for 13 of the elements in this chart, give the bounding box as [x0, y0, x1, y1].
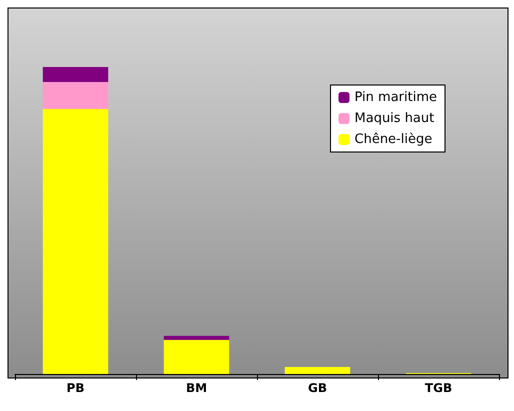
x-tick-label: TGB	[424, 381, 452, 395]
bar	[42, 82, 108, 110]
x-tick-label: PB	[66, 381, 84, 395]
legend-label: Chêne-liège	[354, 132, 432, 147]
bar	[164, 340, 230, 374]
legend-label: Maquis haut	[354, 111, 434, 126]
bar	[284, 366, 350, 374]
x-tick-label: BM	[186, 381, 208, 395]
x-tick-label: GB	[308, 381, 327, 395]
bar	[42, 109, 108, 374]
bar	[42, 67, 108, 82]
legend-label: Pin maritime	[354, 90, 438, 105]
bar	[164, 336, 230, 340]
